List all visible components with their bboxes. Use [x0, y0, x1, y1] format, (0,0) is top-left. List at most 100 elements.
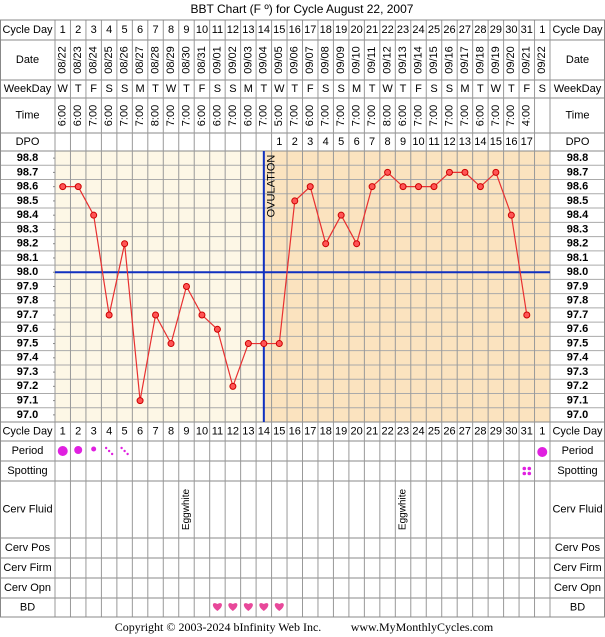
bd-heart [212, 603, 222, 611]
temp-point [244, 340, 252, 348]
time: 6:00 [242, 105, 254, 126]
time: 7:00 [335, 105, 347, 126]
period-icon [91, 446, 97, 452]
dpo: 3 [307, 136, 313, 148]
weekday: F [523, 83, 530, 95]
weekday: S [229, 83, 236, 95]
y-tick-label: 98.2 [567, 238, 588, 250]
temp-point [105, 311, 113, 319]
row-label: Spotting [7, 465, 47, 477]
time: 6:00 [57, 105, 69, 126]
cycle-day: 4 [106, 425, 112, 437]
time: 6:00 [196, 105, 208, 126]
cerv-fluid: Eggwhite [181, 488, 192, 530]
cycle-day: 26 [443, 425, 455, 437]
row-label: Date [16, 54, 39, 66]
time: 7:00 [88, 105, 100, 126]
weekday: S [446, 83, 453, 95]
cycle-day: 12 [227, 24, 239, 36]
cycle-day: 20 [351, 24, 363, 36]
temp-point [445, 168, 453, 176]
bd-heart [259, 603, 269, 611]
cycle-day: 10 [196, 425, 208, 437]
row-label: Cycle Day [552, 425, 603, 437]
row-label: Period [12, 445, 44, 457]
y-tick-label: 98.6 [567, 181, 588, 193]
period-spot [110, 452, 114, 456]
y-tick-label: 98.5 [17, 195, 38, 207]
weekday: W [166, 83, 177, 95]
date: 09/12 [381, 46, 393, 74]
date: 09/06 [289, 46, 301, 74]
time: 6:00 [72, 105, 84, 126]
y-tick-label: 97.1 [567, 395, 588, 407]
cycle-day: 2 [75, 24, 81, 36]
time: 7:00 [443, 105, 455, 126]
weekday: T [183, 83, 190, 95]
weekday: F [90, 83, 97, 95]
time: 7:00 [119, 105, 131, 126]
temp-point [322, 240, 330, 248]
row-label: Cycle Day [552, 24, 603, 36]
y-tick-label: 97.8 [17, 295, 38, 307]
cycle-day: 10 [196, 24, 208, 36]
dpo: 6 [354, 136, 360, 148]
date: 09/18 [474, 46, 486, 74]
y-tick-label: 98.4 [567, 209, 589, 221]
period-spot [123, 449, 126, 453]
temp-point [415, 183, 423, 191]
dpo: 8 [385, 136, 391, 148]
cycle-day: 13 [242, 24, 254, 36]
date: 09/04 [258, 46, 270, 74]
cerv-fluid: Eggwhite [398, 488, 409, 530]
temp-point [213, 325, 221, 333]
period-spot [104, 446, 108, 450]
temp-point [260, 340, 268, 348]
temp-point [74, 183, 82, 191]
row-label: WeekDay [4, 83, 52, 95]
time: 7:00 [165, 105, 177, 126]
cycle-day: 15 [273, 425, 285, 437]
row-label: Cerv Opn [4, 582, 51, 594]
y-tick-label: 98.3 [17, 223, 38, 235]
date: 09/20 [505, 46, 517, 74]
temp-point [121, 240, 129, 248]
time: 7:00 [351, 105, 363, 126]
weekday: S [539, 83, 546, 95]
time: 7:00 [320, 105, 332, 126]
temp-point [306, 183, 314, 191]
weekday: T [291, 83, 298, 95]
time: 8:00 [381, 105, 393, 126]
cycle-day: 11 [212, 24, 223, 36]
y-tick-label: 97.5 [17, 337, 38, 349]
cycle-day: 6 [137, 24, 143, 36]
background [55, 151, 550, 422]
y-tick-label: 98.6 [17, 181, 38, 193]
weekday: T [260, 83, 267, 95]
dpo: 13 [459, 136, 471, 148]
cycle-day: 9 [183, 24, 189, 36]
dpo: 5 [338, 136, 344, 148]
date: 09/08 [320, 46, 332, 74]
cycle-day: 17 [304, 425, 316, 437]
row-label: Cerv Fluid [2, 503, 52, 515]
date: 09/14 [412, 46, 424, 74]
y-tick-label: 97.7 [17, 309, 38, 321]
cycle-day: 30 [505, 24, 517, 36]
spotting-icon [522, 466, 527, 471]
y-tick-label: 97.2 [17, 380, 38, 392]
row-label: Cerv Firm [553, 562, 601, 574]
y-tick-label: 97.2 [567, 380, 588, 392]
time: 7:00 [258, 105, 270, 126]
y-tick-label: 98.1 [567, 252, 588, 264]
cycle-day: 30 [505, 425, 517, 437]
period-icon [74, 446, 83, 454]
date: 09/13 [397, 46, 409, 74]
cycle-day: 26 [443, 24, 455, 36]
date: 09/03 [242, 46, 254, 74]
dpo: 7 [369, 136, 375, 148]
date: 09/16 [443, 46, 455, 74]
temp-point [368, 183, 376, 191]
y-tick-label: 97.4 [567, 352, 589, 364]
